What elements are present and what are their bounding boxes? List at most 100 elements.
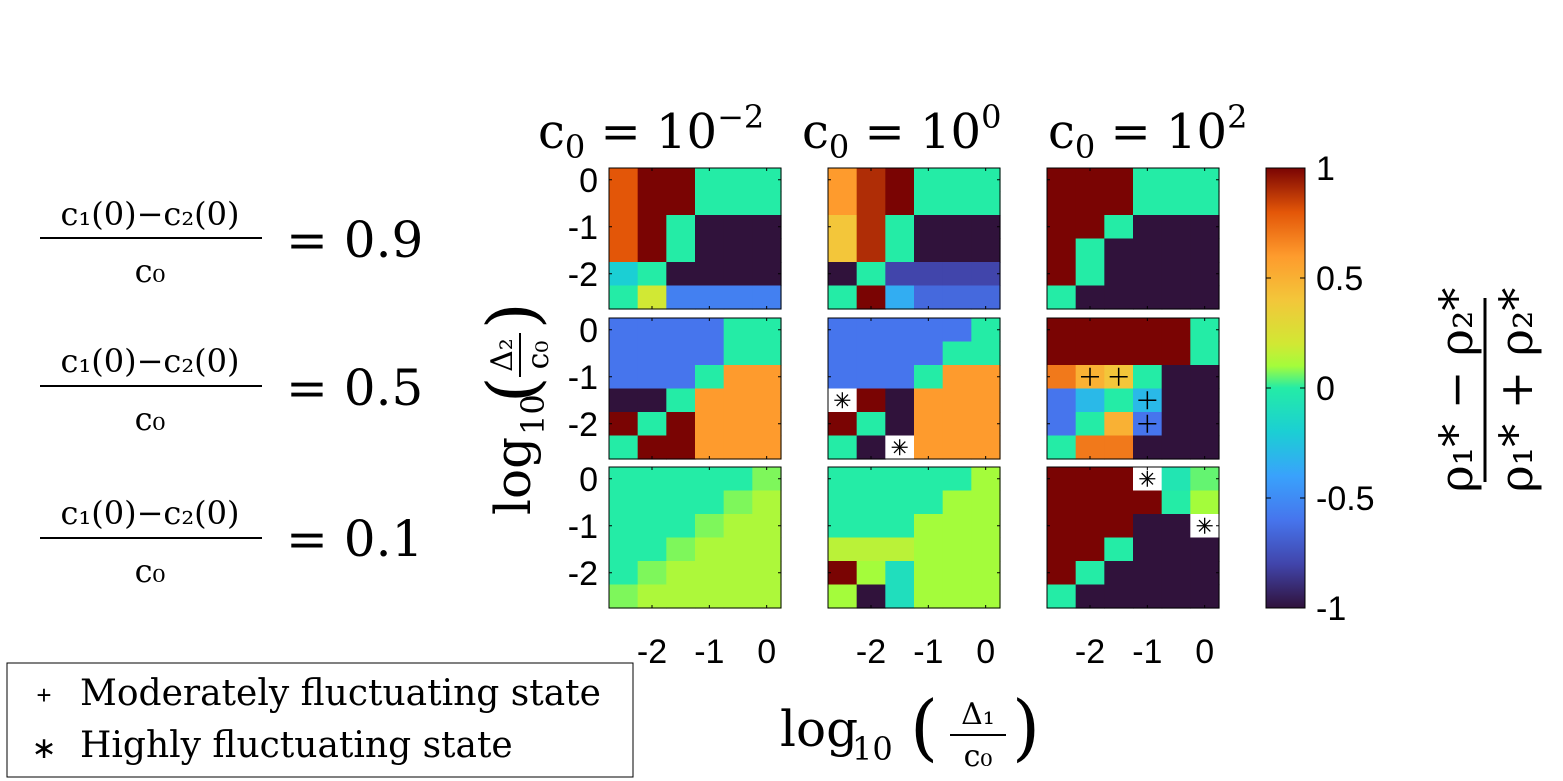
heatmap-cell (1047, 435, 1077, 460)
heatmap-cell (609, 514, 639, 539)
heatmap-cell (914, 238, 944, 263)
heatmap-cell (752, 191, 782, 216)
heatmap-cell (828, 365, 858, 390)
heatmap-cell (695, 191, 725, 216)
heatmap-cell (1075, 388, 1105, 413)
heatmap-cell (1190, 318, 1220, 343)
heatmap-cell (723, 262, 753, 287)
heatmap-cell (1133, 318, 1163, 343)
heatmap-cell (637, 388, 667, 413)
x-axis-label-func: log (780, 700, 858, 758)
heatmap-panel (1046, 167, 1220, 310)
heatmap-cell (914, 561, 944, 586)
legend-label: Moderately fluctuating state (80, 673, 601, 714)
heatmap-cell (752, 584, 782, 609)
heatmap-cell (666, 168, 696, 193)
moderate-fluctuation-marker (1081, 367, 1099, 386)
heatmap-cell (637, 412, 667, 437)
colorbar-tick-label: 0.5 (1316, 260, 1363, 298)
heatmap-cell (942, 262, 972, 287)
x-tick-label: -2 (637, 633, 667, 671)
heatmap-cell (1133, 341, 1163, 366)
y-tick-label: -2 (568, 256, 598, 294)
heatmap-cell (914, 514, 944, 539)
heatmap-cell (942, 467, 972, 492)
row-label-numerator: c₁(0)−c₂(0) (61, 342, 240, 380)
heatmap-cell (609, 215, 639, 240)
heatmap-cell (1161, 238, 1191, 263)
heatmap-cell (666, 490, 696, 515)
heatmap-cell (637, 584, 667, 609)
heatmap-cell (914, 537, 944, 562)
heatmap-cell (971, 365, 1001, 390)
heatmap-cell (885, 537, 915, 562)
heatmap-cell (1047, 365, 1077, 390)
row-label-denominator: c₀ (135, 400, 166, 438)
heatmap-cell (723, 238, 753, 263)
x-axis-label: log 10 ( Δ₁ c₀ ) (780, 685, 1040, 774)
heatmap-cell (885, 238, 915, 263)
high-fluctuation-marker (834, 392, 851, 409)
heatmap-cell (666, 435, 696, 460)
heatmap-cell (1190, 285, 1220, 310)
heatmap-cell (1075, 514, 1105, 539)
heatmap-cell (1104, 490, 1134, 515)
colorbar-tick-label: 0 (1316, 370, 1335, 408)
heatmap-cell (752, 388, 782, 413)
heatmap-cell (885, 168, 915, 193)
heatmap-cell (1161, 191, 1191, 216)
heatmap-cell (1133, 262, 1163, 287)
heatmap-panel (827, 466, 1001, 609)
heatmap-cell (1161, 168, 1191, 193)
heatmap-cell (1075, 285, 1105, 310)
heatmap-cell (1133, 514, 1163, 539)
heatmap-cell (637, 514, 667, 539)
moderate-fluctuation-marker (1138, 391, 1157, 410)
heatmap-cell (609, 318, 639, 343)
heatmap-cell (666, 412, 696, 437)
heatmap-cell (1104, 514, 1134, 539)
heatmap-cell (942, 191, 972, 216)
heatmap-cell (695, 514, 725, 539)
heatmap-cell (885, 490, 915, 515)
heatmap-cell (1047, 168, 1077, 193)
heatmap-cell (971, 215, 1001, 240)
x-tick-label: 0 (976, 633, 995, 671)
heatmap-cell (723, 168, 753, 193)
heatmap-cell (666, 285, 696, 310)
heatmap-cell (828, 584, 858, 609)
heatmap-cell (1161, 388, 1191, 413)
heatmap-cell (885, 514, 915, 539)
heatmap-cell (942, 365, 972, 390)
heatmap-cell (1161, 365, 1191, 390)
heatmap-cell (1047, 412, 1077, 437)
heatmap-cell (1075, 318, 1105, 343)
heatmap-cell (971, 435, 1001, 460)
y-tick-label: 0 (579, 312, 598, 350)
column-titles: c0 = 10−2 c0 = 100 c0 = 102 (538, 98, 1247, 166)
x-tick-label: 0 (757, 633, 776, 671)
heatmap-cell (1075, 215, 1105, 240)
heatmap-cell (914, 490, 944, 515)
heatmap-cell (828, 435, 858, 460)
heatmap-cell (666, 215, 696, 240)
heatmap-cell (695, 318, 725, 343)
heatmap-cell (914, 435, 944, 460)
heatmap-cell (752, 238, 782, 263)
heatmap-cell (942, 490, 972, 515)
heatmap-cell (666, 561, 696, 586)
heatmap-cell (609, 262, 639, 287)
x-axis-label-denominator: c₀ (964, 739, 993, 774)
heatmap-cell (1047, 191, 1077, 216)
heatmap-cell (752, 341, 782, 366)
y-axis-label-paren-close: ) (474, 302, 553, 329)
heatmap-cell (914, 191, 944, 216)
heatmap-cell (723, 467, 753, 492)
heatmap-cell (1161, 318, 1191, 343)
heatmap-cell (914, 388, 944, 413)
heatmap-cell (828, 168, 858, 193)
x-tick-label: -1 (694, 633, 724, 671)
heatmap-cell (1161, 285, 1191, 310)
heatmap-cell (914, 467, 944, 492)
heatmap-cell (723, 412, 753, 437)
